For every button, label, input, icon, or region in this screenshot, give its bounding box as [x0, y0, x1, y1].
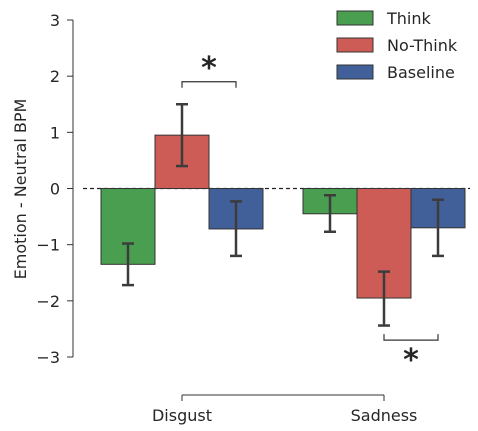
- legend-swatch: [336, 37, 374, 53]
- y-tick-label: −2: [36, 292, 60, 311]
- significance-bracket: *: [383, 334, 439, 378]
- error-bar: [432, 198, 444, 258]
- legend-item-no-think: No-Think: [336, 36, 458, 55]
- y-axis-label: Emotion - Neutral BPM: [11, 99, 30, 280]
- legend-swatch: [336, 64, 374, 80]
- legend-label: Baseline: [387, 63, 455, 82]
- y-tick-label: −1: [36, 236, 60, 255]
- error-bar: [230, 200, 242, 258]
- significance-group: **: [181, 51, 439, 378]
- error-bar: [378, 270, 390, 327]
- legend-label: No-Think: [387, 36, 458, 55]
- error-bar: [176, 103, 188, 168]
- x-tick-label: Sadness: [351, 406, 418, 425]
- y-tick-label: 1: [50, 123, 60, 142]
- bars-group: [100, 134, 466, 299]
- legend-label: Think: [386, 9, 432, 28]
- significance-star: *: [403, 343, 419, 378]
- error-bar: [122, 242, 134, 287]
- error-bars-group: [122, 103, 444, 327]
- significance-bracket: *: [181, 51, 237, 88]
- y-tick-label: 3: [50, 11, 60, 30]
- y-tick-label: −3: [36, 348, 60, 367]
- significance-star: *: [201, 51, 217, 86]
- legend-item-baseline: Baseline: [336, 63, 455, 82]
- legend-swatch: [336, 10, 374, 26]
- error-bar: [324, 193, 336, 233]
- legend: Think No-Think Baseline: [336, 9, 458, 82]
- y-tick-label: 0: [50, 180, 60, 199]
- axes-group: 3 2 1 0 −1 −2 −3 Disgust Sadness: [36, 11, 470, 425]
- x-tick-label: Disgust: [152, 406, 212, 425]
- legend-item-think: Think: [336, 9, 432, 28]
- y-tick-label: 2: [50, 67, 60, 86]
